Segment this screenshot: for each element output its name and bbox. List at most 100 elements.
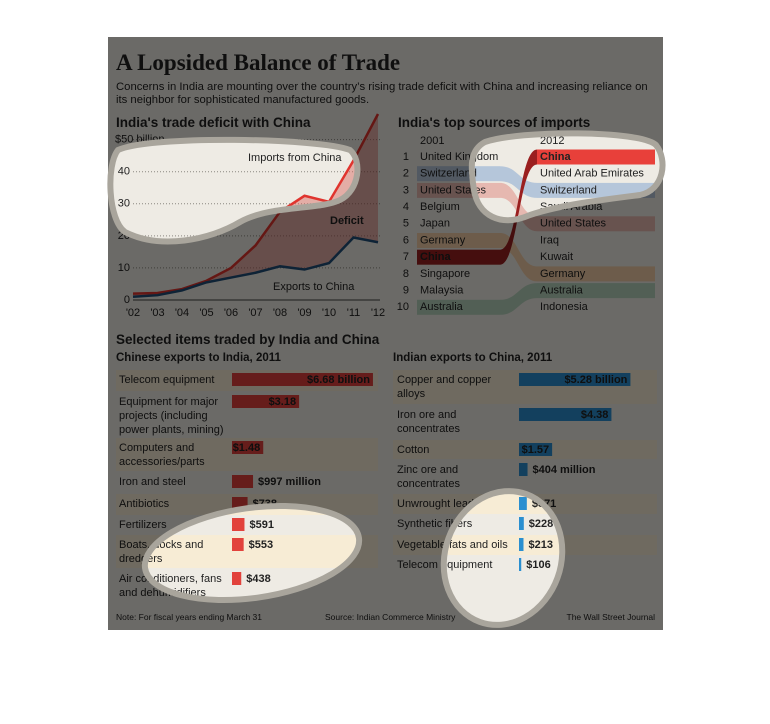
y-tick-label: 20	[118, 230, 130, 242]
section-title: Selected items traded by India and China	[116, 332, 380, 347]
value-label: $213	[528, 539, 552, 551]
row-label: Computers and accessories/parts	[119, 442, 205, 468]
bar	[232, 497, 248, 510]
rank-number: 6	[403, 234, 409, 246]
bar	[232, 538, 244, 551]
rank-number: 3	[403, 184, 409, 196]
row-label: Iron ore and concentrates	[397, 409, 460, 435]
y-tick-label: 0	[124, 294, 130, 306]
rank-item: Japan	[420, 218, 450, 230]
y-tick-label: 10	[118, 262, 130, 274]
subtitle: Concerns in India are mounting over the …	[116, 81, 648, 106]
title: A Lopsided Balance of Trade	[116, 50, 401, 75]
bar	[519, 463, 528, 476]
x-tick-label: '06	[224, 307, 238, 319]
y-tick-label: 30	[118, 198, 130, 210]
value-label: $6.68 billion	[307, 374, 370, 386]
bar	[232, 475, 254, 488]
rank-number: 10	[397, 301, 409, 313]
rank-item: Malaysia	[420, 285, 464, 297]
value-label: $228	[529, 518, 553, 530]
bar	[232, 518, 245, 531]
rank-item: China	[540, 151, 571, 163]
value-label: $997 million	[258, 476, 321, 488]
rank-item: Germany	[540, 268, 586, 280]
bar	[519, 538, 524, 551]
row-label: Synthetic fibers	[397, 518, 473, 530]
credit: The Wall Street Journal	[566, 612, 656, 622]
rank-band	[500, 149, 537, 265]
bar	[519, 558, 522, 571]
deficit-area	[133, 114, 378, 297]
x-tick-label: '07	[248, 307, 262, 319]
x-tick-label: '10	[322, 307, 336, 319]
value-label: $738	[253, 498, 277, 510]
rank-item: Kuwait	[540, 251, 573, 263]
row-label: Fertilizers	[119, 519, 167, 531]
rank-title: India's top sources of imports	[398, 115, 591, 130]
column-header: 2012	[540, 135, 564, 147]
row-label: Iron and steel	[119, 476, 186, 488]
value-label: $1.48	[233, 442, 261, 454]
line-chart-title: India's trade deficit with China	[116, 115, 311, 130]
row-label: Telecom equipment	[397, 559, 493, 571]
bar	[232, 572, 242, 585]
value-label: $404 million	[533, 464, 596, 476]
rank-item: Saudi Arabia	[540, 201, 603, 213]
x-tick-label: '02	[126, 307, 140, 319]
series-label: Imports from China	[248, 152, 342, 164]
rank-item: Switzerland	[540, 184, 597, 196]
series-label: Exports to China	[273, 281, 355, 293]
rank-item: Switzerland	[420, 168, 477, 180]
rank-item: United States	[420, 184, 487, 196]
x-tick-label: '12	[371, 307, 385, 319]
row-label: Unwrought lead	[397, 498, 475, 510]
value-label: $1.57	[522, 444, 550, 456]
rank-number: 9	[403, 285, 409, 297]
rank-item: China	[420, 251, 451, 263]
row-label: Copper and copper alloys	[397, 374, 492, 400]
value-label: $371	[532, 498, 556, 510]
row-label: Antibiotics	[119, 498, 170, 510]
source: Source: Indian Commerce Ministry	[325, 612, 456, 622]
rank-item: United Arab Emirates	[540, 168, 644, 180]
rank-number: 7	[403, 251, 409, 263]
row-label: Equipment for major projects (including …	[119, 396, 224, 436]
bar-chart-title: Chinese exports to India, 2011	[116, 352, 281, 364]
x-tick-label: '05	[199, 307, 213, 319]
rank-item: United Kingdom	[420, 151, 498, 163]
y-tick-label: 40	[118, 166, 130, 178]
value-label: $3.18	[269, 396, 297, 408]
x-tick-label: '08	[273, 307, 287, 319]
row-label: Boats, docks and dredgers	[119, 539, 204, 565]
row-label: Cotton	[397, 444, 430, 456]
value-label: $553	[249, 539, 273, 551]
rank-band	[500, 283, 537, 315]
row-label: Zinc ore and concentrates	[397, 464, 460, 490]
rank-item: Singapore	[420, 268, 470, 280]
value-label: $591	[249, 519, 273, 531]
rank-item: Germany	[420, 234, 466, 246]
area-label: Deficit	[330, 215, 364, 227]
value-label: $438	[246, 573, 270, 585]
row-label: Vegetable fats and oils	[397, 539, 508, 551]
x-tick-label: '11	[347, 307, 361, 319]
row-label: Air conditioners, fans and dehumidifiers	[119, 573, 222, 599]
rank-item: Belgium	[420, 201, 460, 213]
value-label: $5.28 billion	[564, 374, 627, 386]
rank-number: 2	[403, 168, 409, 180]
column-header: 2001	[420, 135, 444, 147]
note: Note: For fiscal years ending March 31	[116, 612, 262, 622]
value-label: $4.38	[581, 409, 609, 421]
x-tick-label: '03	[150, 307, 164, 319]
rank-item: Australia	[420, 301, 464, 313]
x-tick-label: '09	[297, 307, 311, 319]
bar-chart-title: Indian exports to China, 2011	[393, 352, 553, 364]
rank-number: 8	[403, 268, 409, 280]
rank-number: 5	[403, 218, 409, 230]
rank-number: 4	[403, 201, 409, 213]
row-label: Telecom equipment	[119, 374, 215, 386]
bar	[519, 497, 527, 510]
bar	[519, 517, 524, 530]
